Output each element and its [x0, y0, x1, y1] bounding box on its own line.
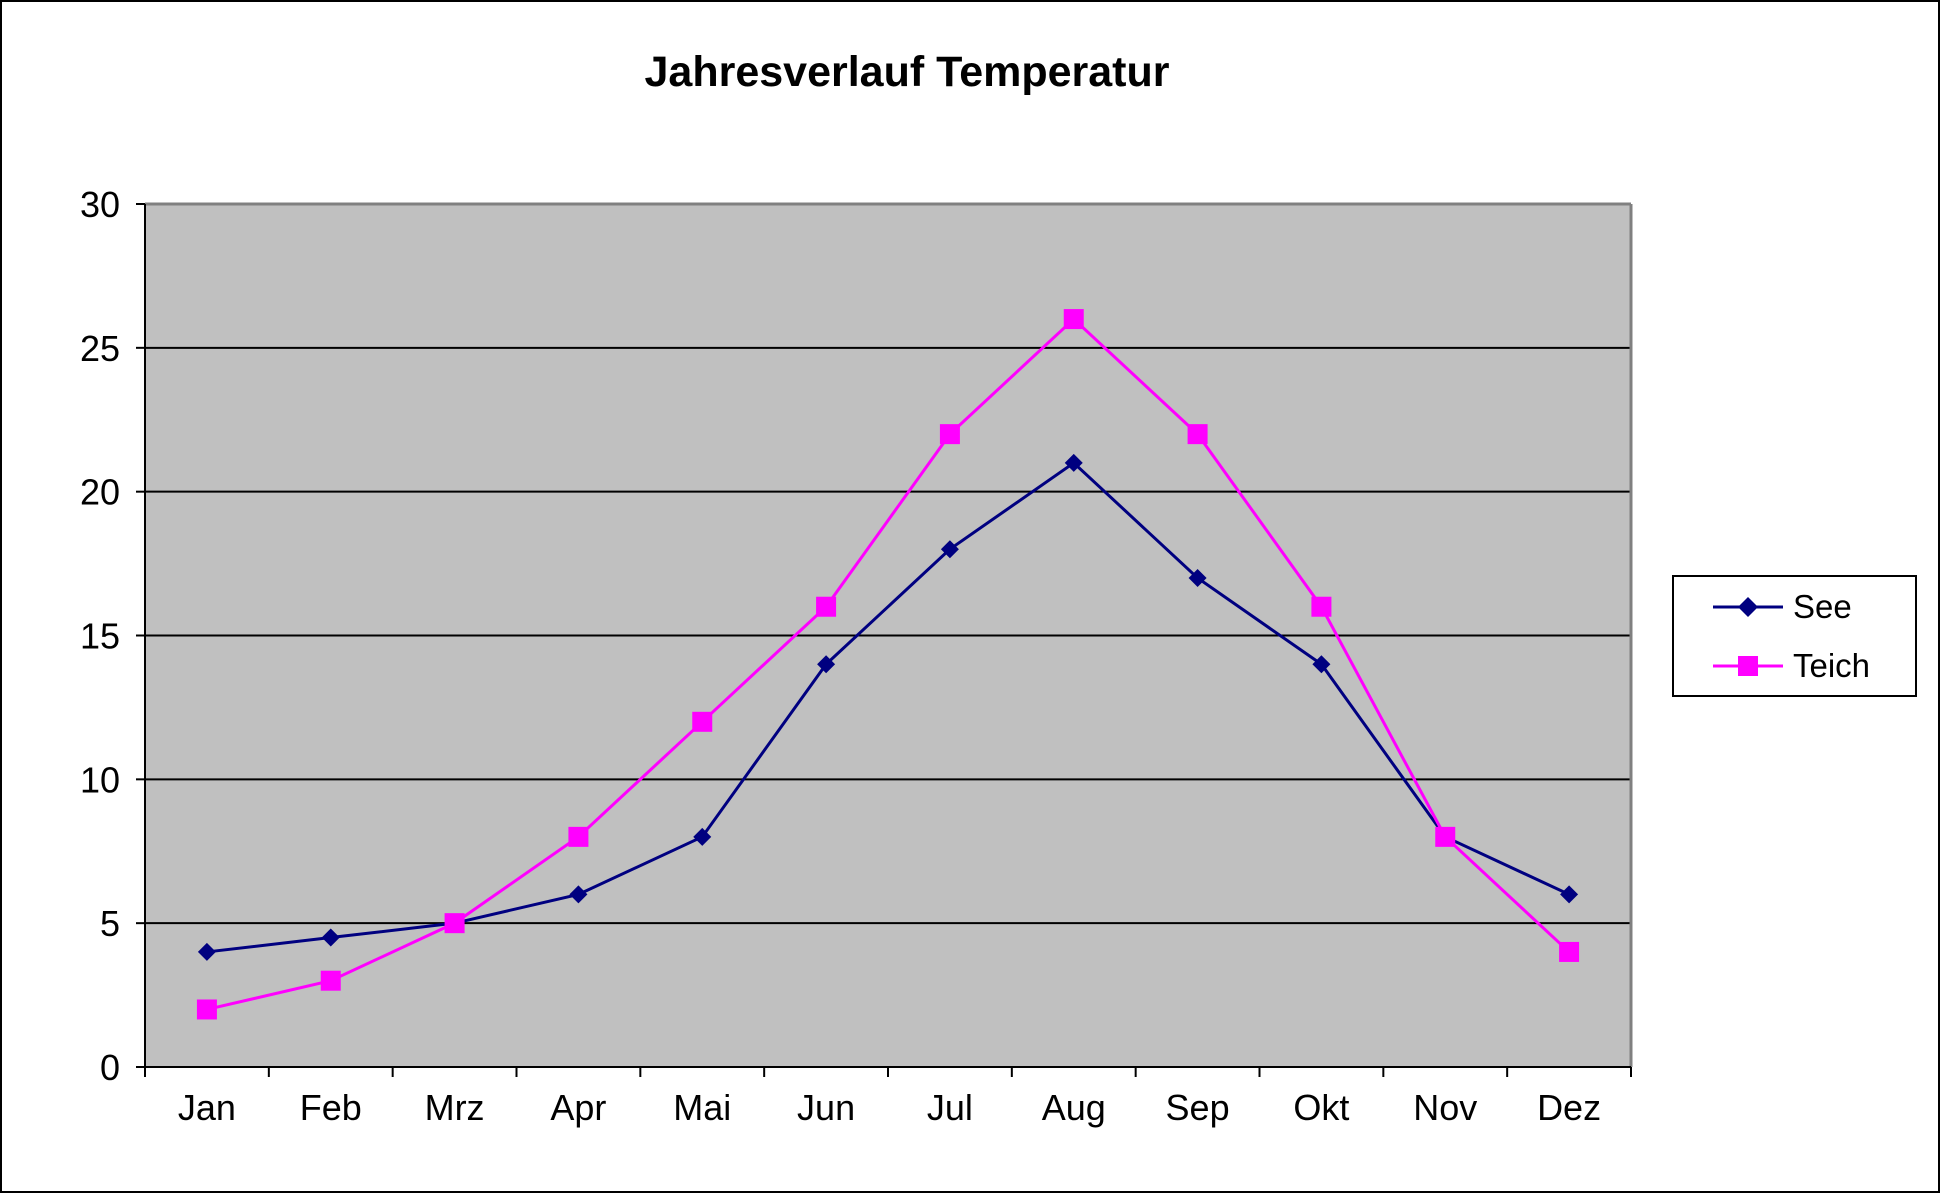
data-point-teich — [939, 424, 960, 445]
y-tick-label: 0 — [100, 1047, 120, 1088]
data-point-teich — [444, 913, 465, 934]
data-point-see — [569, 885, 588, 904]
y-tick-label: 25 — [80, 328, 120, 369]
series-line-teich — [206, 317, 1571, 1011]
y-tick-label: 10 — [80, 759, 120, 800]
data-point-see — [1560, 885, 1579, 904]
data-point-teich — [320, 970, 341, 991]
data-point-see — [1188, 568, 1207, 587]
x-tick-label: Jun — [797, 1087, 855, 1128]
data-point-teich — [692, 711, 713, 732]
data-point-see — [940, 540, 959, 559]
legend-label-teich: Teich — [1793, 647, 1870, 684]
y-tick-label: 15 — [80, 616, 120, 657]
x-tick-label: Mrz — [425, 1087, 485, 1128]
y-tick-label: 5 — [100, 903, 120, 944]
x-tick-label: Sep — [1166, 1087, 1230, 1128]
data-point-teich — [1559, 941, 1580, 962]
legend-marker-see — [1738, 597, 1758, 617]
x-tick-label: Jan — [178, 1087, 236, 1128]
x-tick-label: Apr — [550, 1087, 606, 1128]
x-tick-label: Nov — [1413, 1087, 1477, 1128]
x-tick-label: Okt — [1293, 1087, 1349, 1128]
series-line-see — [206, 460, 1570, 954]
data-point-see — [1312, 655, 1331, 674]
data-point-see — [817, 655, 836, 674]
y-tick-label: 30 — [80, 184, 120, 225]
x-tick-label: Mai — [673, 1087, 731, 1128]
y-tick-label: 20 — [80, 472, 120, 513]
legend-marker-teich — [1738, 656, 1758, 676]
data-point-see — [1064, 453, 1083, 472]
data-point-see — [693, 827, 712, 846]
data-point-teich — [568, 826, 589, 847]
data-point-teich — [1063, 309, 1084, 330]
data-point-teich — [196, 999, 217, 1020]
chart-title: Jahresverlauf Temperatur — [645, 48, 1170, 96]
x-tick-label: Dez — [1537, 1087, 1601, 1128]
x-tick-label: Aug — [1042, 1087, 1106, 1128]
data-point-teich — [1435, 826, 1456, 847]
data-point-teich — [1187, 424, 1208, 445]
data-point-see — [321, 928, 340, 947]
legend-label-see: See — [1793, 588, 1852, 625]
x-tick-label: Feb — [300, 1087, 362, 1128]
axes: 0 5 10 15 20 25 30 Jan Feb Mrz Apr Mai Jun Jul Aug Sep O… — [80, 184, 1633, 1128]
x-tick-label: Jul — [927, 1087, 973, 1128]
data-point-see — [197, 942, 216, 961]
data-point-teich — [1311, 596, 1332, 617]
series-layer — [196, 309, 1580, 1020]
legend-box — [1672, 575, 1917, 697]
data-point-teich — [816, 596, 837, 617]
legend: See Teich — [1672, 575, 1917, 697]
